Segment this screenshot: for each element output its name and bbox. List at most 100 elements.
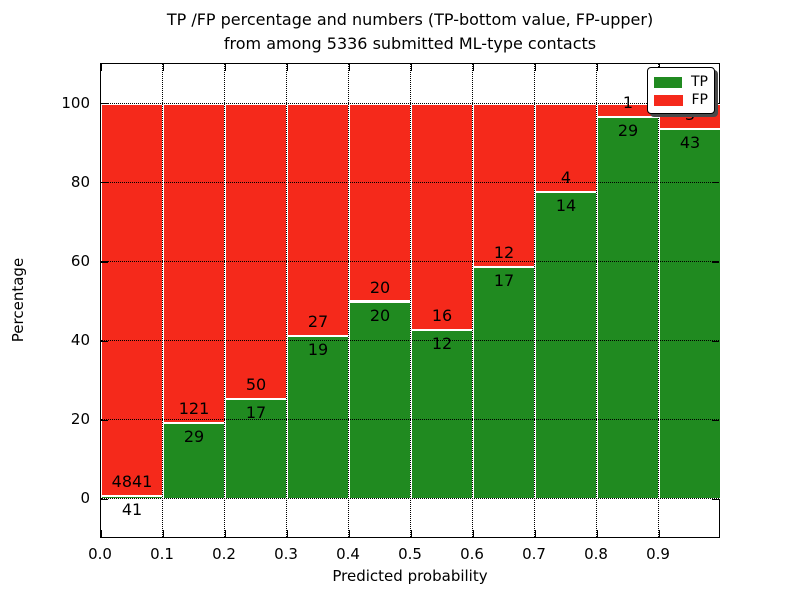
x-tick-mark	[100, 64, 102, 71]
x-tick-mark	[596, 530, 598, 537]
tp-count-label: 20	[369, 305, 391, 325]
tp-count-label: 14	[555, 195, 577, 215]
plot-area: 4841 41 121 29 50 17 27 19 20 20 16 12 12 17 4 14 1 29 3 43…	[100, 63, 721, 538]
bar-tp-segment	[349, 301, 411, 500]
x-tick-mark	[472, 530, 474, 537]
tp-count-label: 29	[183, 426, 205, 446]
v-gridline	[286, 64, 287, 537]
chart-title-line2: from among 5336 submitted ML-type contac…	[223, 34, 597, 53]
y-tick-mark	[101, 182, 108, 184]
bar-fp-segment	[535, 103, 597, 192]
x-tick-label: 0.8	[584, 545, 608, 563]
x-tick-mark	[348, 530, 350, 537]
x-tick-mark	[224, 64, 226, 71]
bar-tp-segment	[287, 335, 349, 500]
legend-label-tp: TP	[691, 74, 708, 90]
y-tick-mark	[101, 498, 108, 501]
annotations-layer: 4841 41 121 29 50 17 27 19 20 20 16 12 12 17 4 14 1 29 3 43	[101, 64, 719, 537]
bar-tp-segment	[659, 129, 721, 500]
chart-title: TP /FP percentage and numbers (TP-bottom…	[100, 8, 720, 56]
fp-count-label: 3	[684, 105, 696, 125]
bars-layer	[101, 64, 721, 537]
x-tick-mark	[162, 530, 164, 537]
x-tick-label: 0.7	[522, 545, 546, 563]
x-tick-mark	[410, 530, 412, 537]
x-tick-mark	[224, 530, 226, 537]
y-tick-mark	[712, 498, 719, 501]
y-tick-label: 20	[70, 410, 90, 429]
tp-count-label: 12	[431, 333, 453, 353]
v-gridline	[348, 64, 349, 537]
y-tick-mark	[712, 340, 719, 342]
bar-tp-segment	[163, 422, 225, 500]
x-tick-label: 0.1	[150, 545, 174, 563]
x-tick-mark	[100, 530, 102, 537]
x-tick-label: 0.2	[212, 545, 236, 563]
y-tick-mark	[101, 419, 108, 421]
tp-count-label: 43	[679, 133, 701, 153]
v-gridline	[658, 64, 659, 537]
bar-tp-segment	[473, 267, 535, 500]
x-tick-mark	[348, 64, 350, 71]
y-axis-label: Percentage	[9, 257, 27, 343]
y-tick-mark	[101, 340, 108, 342]
fp-count-label: 50	[245, 374, 267, 394]
x-tick-mark	[162, 64, 164, 71]
v-gridline	[472, 64, 473, 537]
x-tick-label: 0.3	[274, 545, 298, 563]
fp-count-label: 121	[178, 398, 210, 418]
y-tick-label: 100	[61, 93, 90, 112]
x-tick-mark	[534, 64, 536, 71]
y-tick-mark	[712, 419, 719, 421]
fp-count-label: 12	[493, 243, 515, 263]
y-tick-label: 60	[70, 251, 90, 270]
y-tick-label: 80	[70, 172, 90, 191]
legend-swatch-fp-icon	[654, 94, 683, 106]
chart-title-line1: TP /FP percentage and numbers (TP-bottom…	[166, 10, 654, 29]
y-tick-mark	[712, 182, 719, 184]
fp-count-label: 27	[307, 311, 329, 331]
legend-swatch-tp-icon	[654, 76, 682, 88]
tp-count-label: 41	[121, 500, 143, 520]
x-tick-mark	[534, 530, 536, 537]
x-tick-label: 0.9	[646, 545, 670, 563]
fp-count-label: 16	[431, 305, 453, 325]
v-gridline	[596, 64, 597, 537]
y-tick-mark	[101, 261, 108, 263]
fp-count-label: 4	[560, 167, 572, 187]
tp-count-label: 29	[617, 120, 639, 140]
bar-tp-segment	[411, 329, 473, 500]
x-tick-label: 0.5	[398, 545, 422, 563]
x-tick-label: 0.6	[460, 545, 484, 563]
y-tick-mark	[101, 103, 108, 105]
x-tick-mark	[472, 64, 474, 71]
bar-fp-segment	[287, 103, 349, 336]
grid-layer	[100, 64, 719, 537]
bar-fp-segment	[411, 103, 473, 330]
y-tick-label: 40	[70, 331, 90, 350]
tp-count-label: 17	[245, 402, 267, 422]
y-tick-mark	[712, 103, 719, 105]
bar-tp-segment	[597, 116, 659, 500]
v-gridline	[410, 64, 411, 537]
x-tick-label: 0.4	[336, 545, 360, 563]
fp-count-label: 20	[369, 277, 391, 297]
x-tick-mark	[286, 530, 288, 537]
x-tick-mark	[410, 64, 412, 71]
tp-count-label: 17	[493, 271, 515, 291]
legend-label-fp: FP	[691, 92, 709, 108]
legend: TP FP	[647, 67, 715, 114]
x-tick-mark	[596, 64, 598, 71]
v-gridline	[534, 64, 535, 537]
fp-count-label: 1	[622, 92, 634, 112]
legend-entry-fp: FP	[654, 91, 708, 109]
bar-fp-segment	[473, 103, 535, 268]
x-tick-mark	[658, 530, 660, 537]
x-tick-mark	[286, 64, 288, 71]
bar-fp-segment	[101, 103, 163, 497]
x-tick-label: 0.0	[88, 545, 112, 563]
bar-fp-segment	[225, 103, 287, 399]
legend-entry-tp: TP	[654, 73, 708, 91]
tp-count-label: 19	[307, 339, 329, 359]
